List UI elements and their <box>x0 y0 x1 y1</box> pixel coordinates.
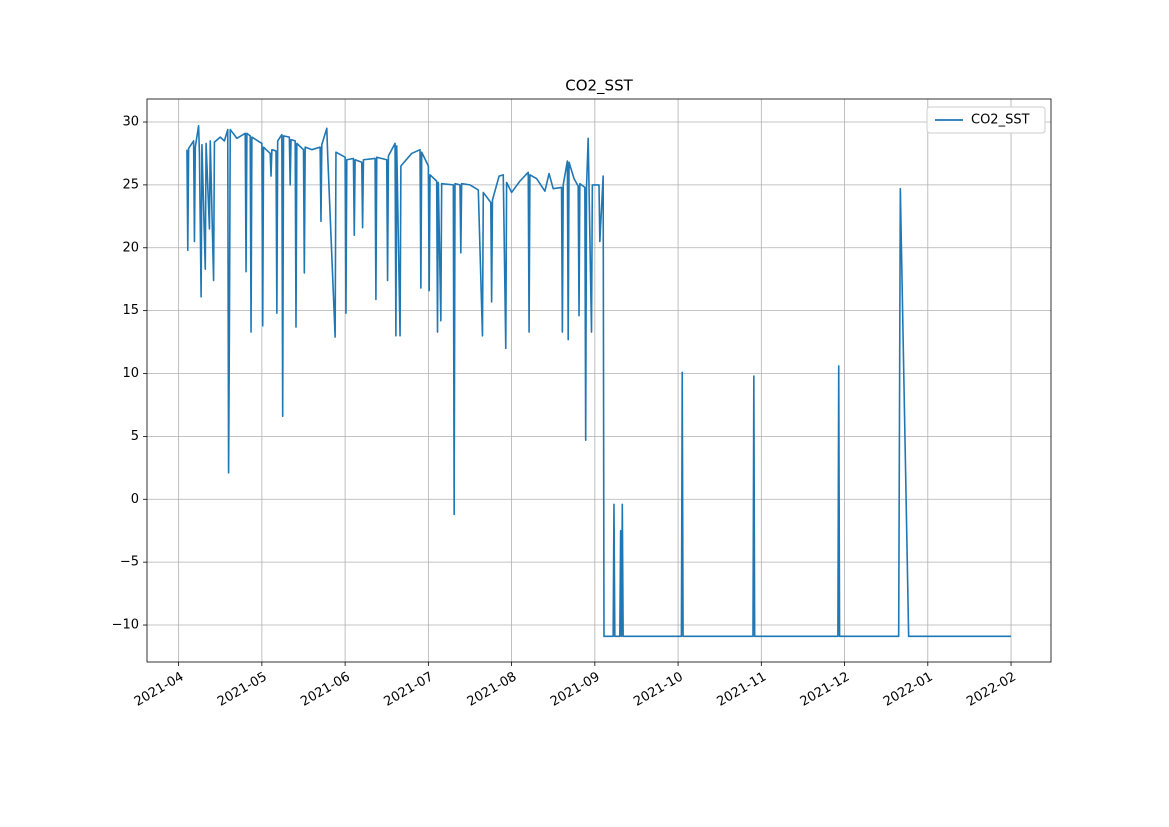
legend-label: CO2_SST <box>971 113 1030 128</box>
y-tick-label: 5 <box>131 429 139 444</box>
y-tick-label: 20 <box>122 240 139 255</box>
data-line <box>186 124 1012 638</box>
legend: CO2_SST <box>926 106 1046 134</box>
plot-frame <box>146 98 1052 663</box>
y-tick-label: −5 <box>120 555 139 570</box>
y-tick-label: −10 <box>112 618 139 633</box>
y-tick-label: 0 <box>131 492 139 507</box>
y-tick-label: 10 <box>122 366 139 381</box>
legend-box <box>926 106 1046 134</box>
y-tick-label: 15 <box>122 303 139 318</box>
y-tick-label: 30 <box>122 115 139 130</box>
y-tick-label: 25 <box>122 177 139 192</box>
chart-title: CO2_SST <box>565 77 633 96</box>
grid <box>147 99 1051 662</box>
